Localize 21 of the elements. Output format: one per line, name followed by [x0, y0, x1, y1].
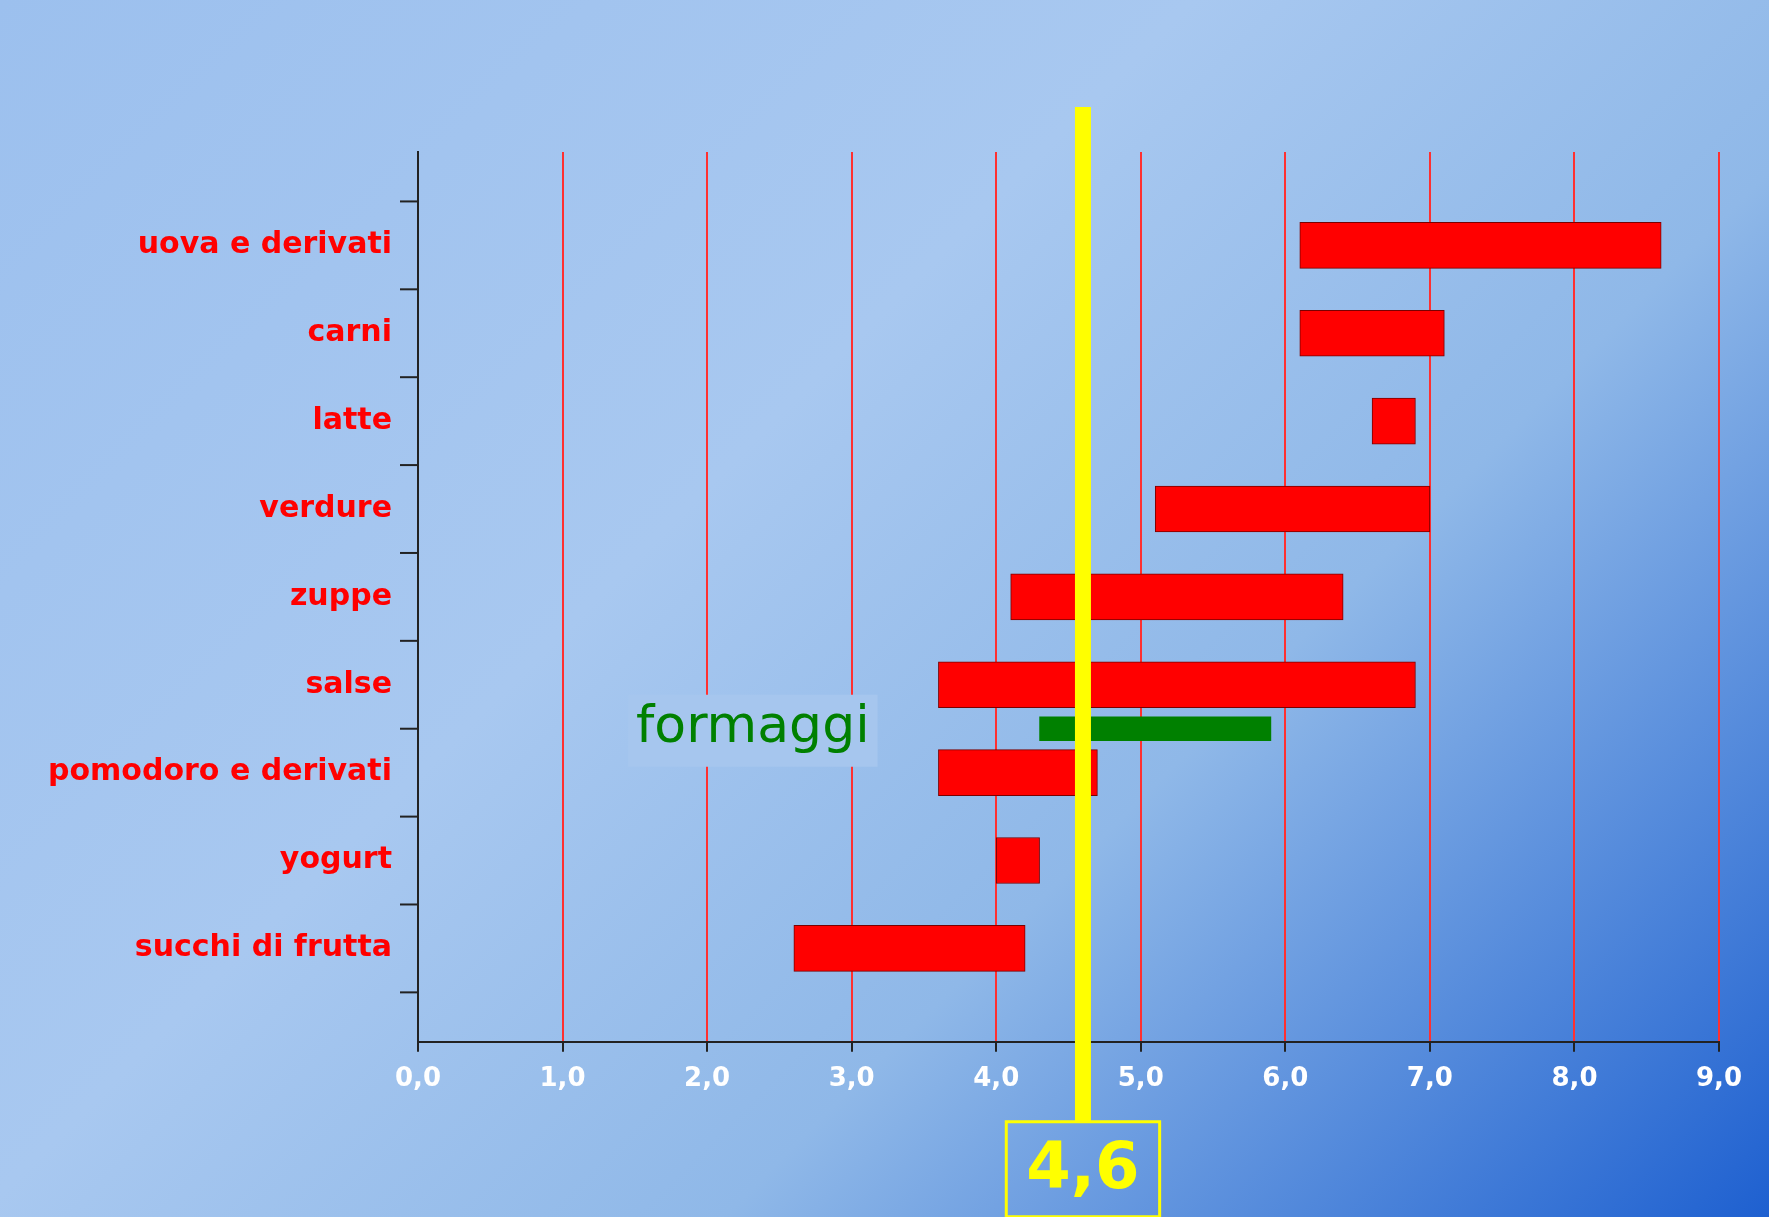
ref-line-label: 4,6 — [1026, 1129, 1140, 1204]
y-tick-label: salse — [305, 664, 392, 700]
y-tick-label: carni — [307, 313, 392, 349]
x-tick-label: 6,0 — [1262, 1062, 1309, 1093]
x-tick-label: 8,0 — [1551, 1062, 1598, 1093]
x-tick-label: 1,0 — [539, 1062, 586, 1093]
y-tick-label: succhi di frutta — [134, 928, 392, 964]
x-tick-label: 0,0 — [394, 1062, 442, 1093]
x-tick-label: 4,0 — [973, 1062, 1020, 1093]
y-tick-label: pomodoro e derivati — [47, 752, 392, 788]
text: formaggi — [636, 694, 870, 755]
y-tick-label: yogurt — [279, 840, 392, 876]
y-tick-label: verdure — [259, 488, 392, 524]
y-tick-label: zuppe — [289, 576, 392, 612]
x-tick-label: 5,0 — [1117, 1062, 1164, 1093]
y-tick-label: uova e derivati — [137, 225, 392, 261]
x-tick-label: 7,0 — [1406, 1062, 1453, 1093]
x-tick-label: 9,0 — [1695, 1062, 1743, 1093]
x-tick-label: 2,0 — [684, 1062, 731, 1093]
y-tick-label: latte — [312, 400, 392, 436]
x-tick-label: 3,0 — [828, 1062, 875, 1093]
